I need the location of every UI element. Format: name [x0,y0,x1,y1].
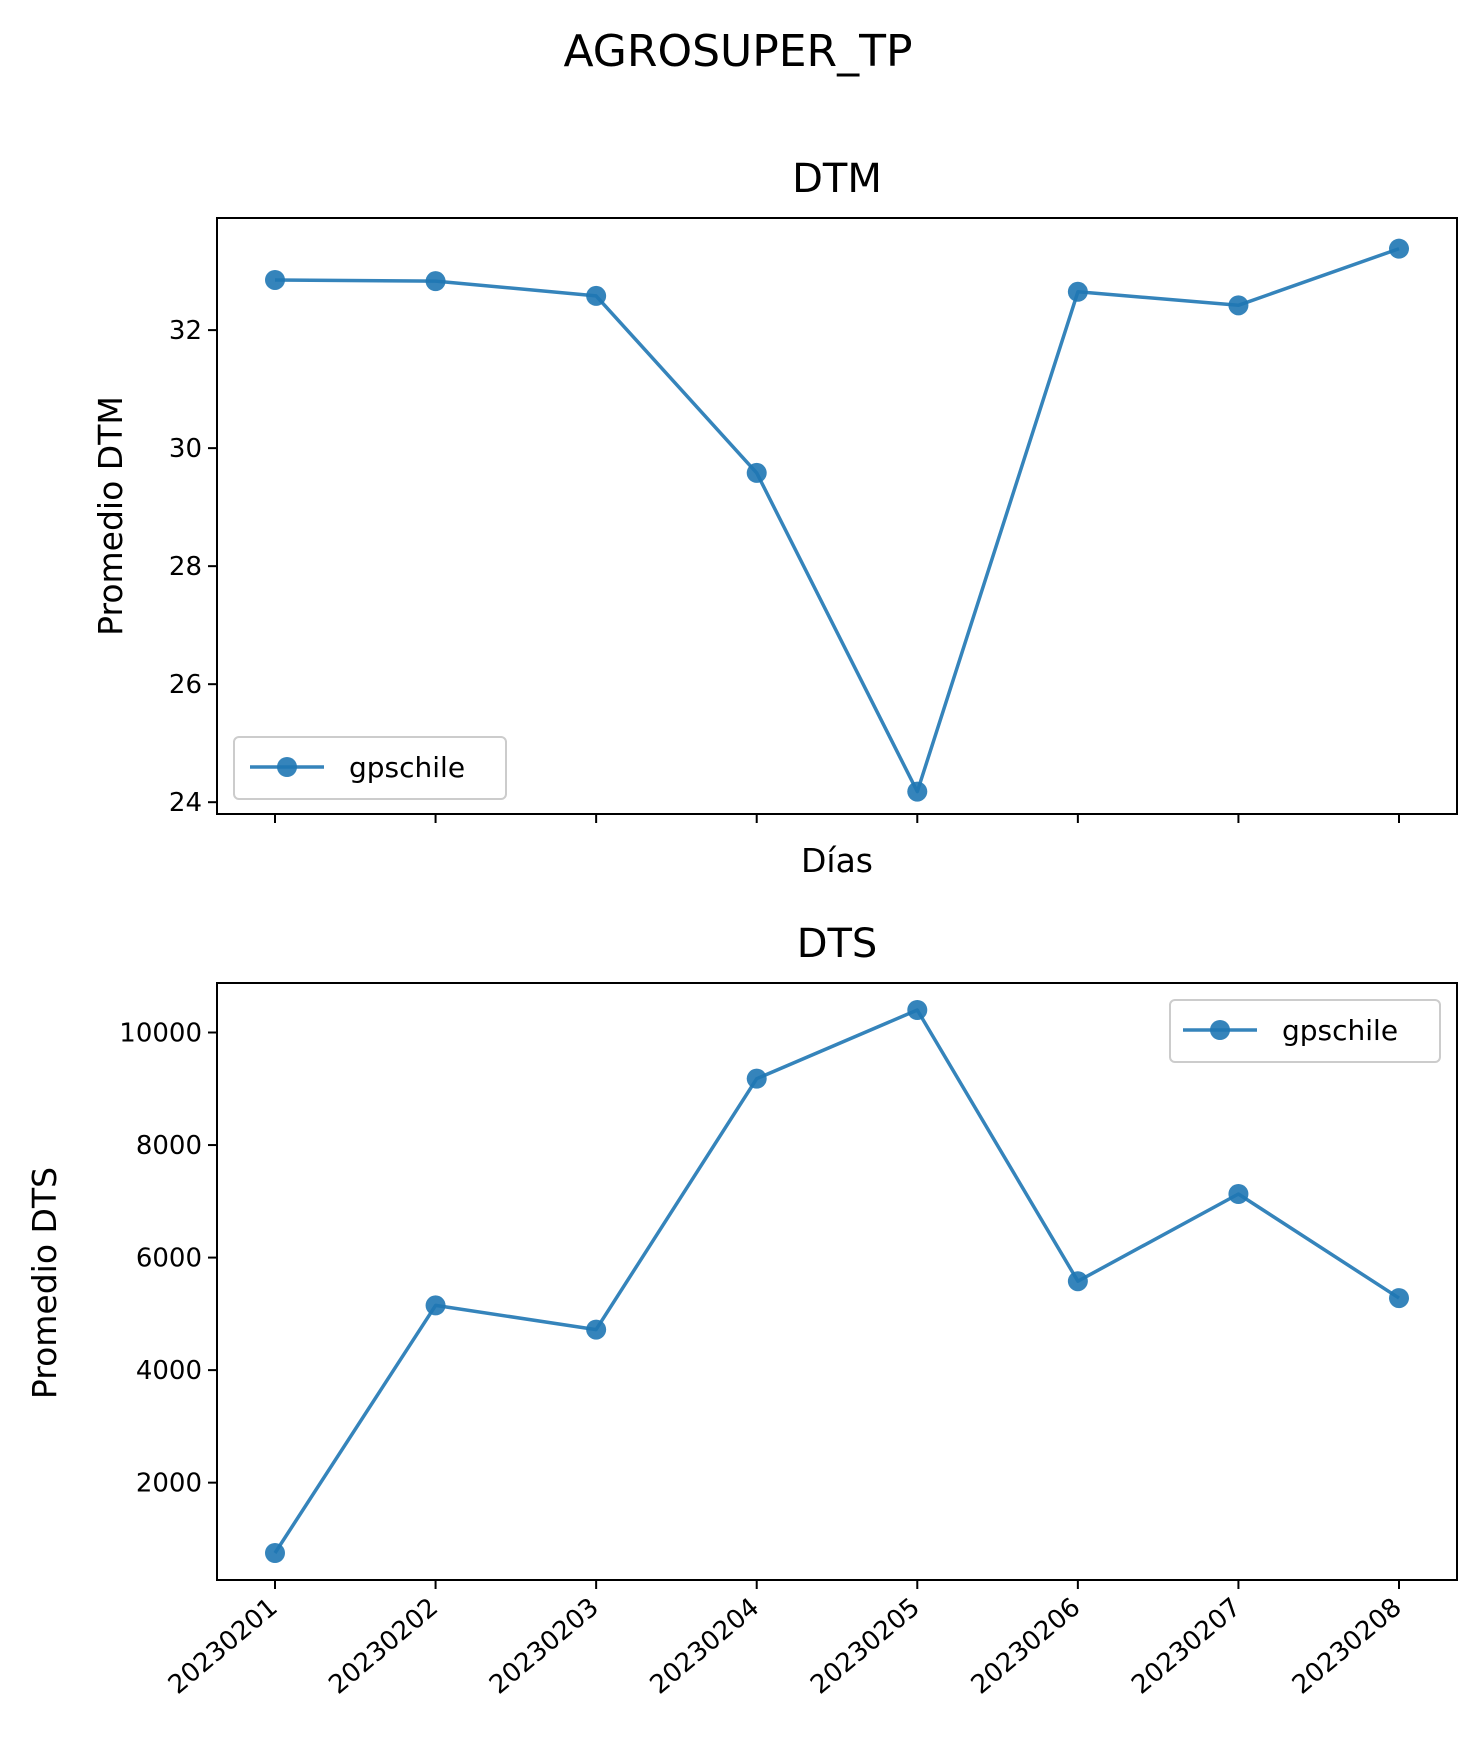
figure-title: AGROSUPER_TP [563,26,912,77]
chart-dtm-y-tick-label: 28 [169,552,202,582]
chart-dtm-y-tick-label: 26 [169,670,202,700]
chart-dts-title: DTS [797,921,878,967]
chart-dts-series-line [273,1008,1400,1554]
chart-dtm-data-point [1228,295,1249,316]
chart-dts-data-point [586,1319,607,1340]
chart-dts-y-tick-label: 6000 [136,1244,202,1274]
chart-dts-legend: gpschile [1169,999,1441,1063]
chart-dts-x-tick-label: 20230201 [163,1592,284,1700]
chart-dts-data-point [746,1068,767,1089]
chart-dts-data-point [1228,1184,1249,1205]
chart-dtm-series-line [274,247,1400,794]
chart-dtm-data-point [265,269,285,290]
chart-dts-y-tick-label: 2000 [136,1469,202,1499]
chart-dtm-y-tick-label: 24 [169,788,202,818]
chart-dtm-data-point [1389,238,1409,259]
chart-dts-x-tick-label: 20230206 [966,1592,1087,1700]
chart-dts-x-tick-label: 20230208 [1287,1592,1408,1700]
chart-dtm-y-tick-label: 30 [169,434,202,464]
chart-dtm-legend: gpschile [233,736,507,800]
chart-dts-y-axis-label: Promedio DTS [25,1167,64,1399]
chart-dtm-data-point [746,462,767,483]
chart-dts-data-point [1389,1288,1409,1309]
chart-dts-x-tick-label: 20230207 [1126,1592,1247,1700]
chart-dtm-legend-label: gpschile [349,751,465,784]
chart-dtm-y-ticks: 24 26 28 30 32 [169,316,217,818]
chart-dtm-data-point [425,271,446,292]
chart-dts-data-point [425,1295,446,1316]
chart-dts-x-ticks: 20230201 20230202 20230203 20230204 20230205… [163,1580,1408,1700]
chart-dts-data-point [265,1542,285,1563]
chart-dtm-series [265,238,1409,802]
chart-dtm-data-point [1067,281,1088,302]
chart-dtm-y-axis-label: Promedio DTM [91,396,130,636]
chart-dtm-y-tick-label: 32 [169,316,202,346]
chart-dts-x-tick-label: 20230204 [645,1592,766,1700]
chart-dtm-x-axis-label: Días [801,841,873,880]
chart-dts-y-tick-label: 4000 [136,1356,202,1386]
chart-dtm-data-point [586,285,607,306]
chart-dts-plot-area [216,982,1458,1581]
chart-dts-data-point [907,1000,928,1021]
chart-dts-y-ticks: 2000 4000 6000 8000 10000 [119,1019,217,1499]
chart-dtm-x-ticks [274,814,1400,823]
chart-dts-x-tick-label: 20230202 [323,1592,444,1700]
chart-dts-legend-label: gpschile [1282,1014,1398,1047]
chart-dts-x-tick-label: 20230205 [805,1592,926,1700]
chart-dtm: DTM 24 26 28 30 32 Promedio DTM Días gpschil… [91,156,1458,880]
chart-dts-data-point [1067,1271,1088,1292]
chart-dts-y-tick-label: 8000 [136,1131,202,1161]
chart-dtm-plot-area [216,217,1458,815]
chart-dtm-title: DTM [792,156,882,202]
chart-dts-x-tick-label: 20230203 [484,1592,605,1700]
chart-dts-series [265,1000,1409,1563]
chart-dtm-data-point [907,781,928,802]
chart-dts-y-tick-label: 10000 [119,1019,202,1049]
